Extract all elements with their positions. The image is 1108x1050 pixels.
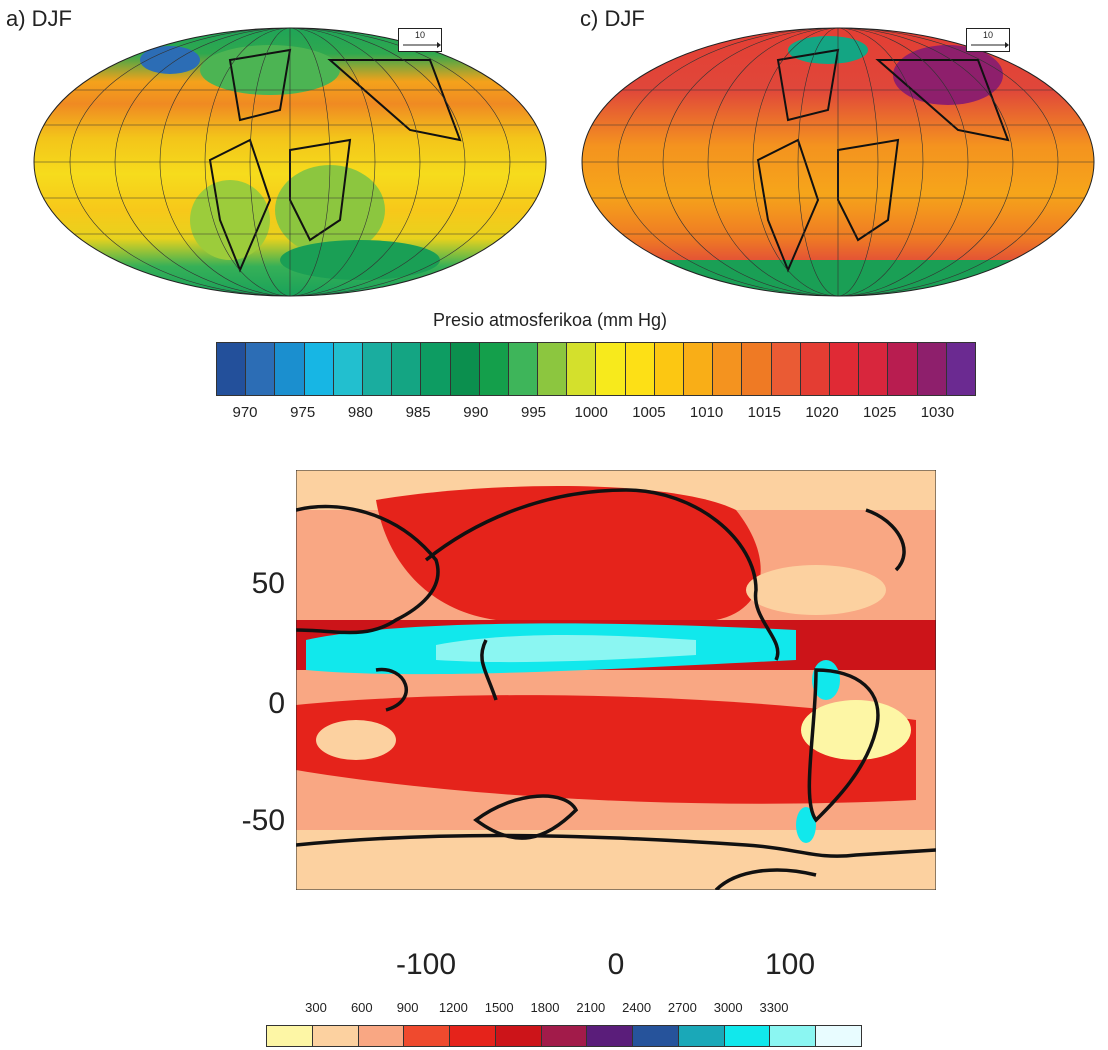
pressure-colorbar-swatch [275,343,305,395]
precip-colorbar-tick: 600 [350,1000,373,1015]
pressure-colorbar [216,342,976,396]
y-axis-tick: -50 [241,804,285,837]
precip-colorbar-swatch [724,1026,771,1046]
y-axis-tick: 0 [268,687,285,720]
pressure-colorbar-swatch [538,343,568,395]
precip-colorbar-swatch [312,1026,359,1046]
precip-colorbar-tick: 300 [305,1000,327,1015]
pressure-colorbar-tick: 970 [232,404,258,421]
panel-label-left: a) DJF [6,6,72,31]
pressure-colorbar-swatch [771,343,801,395]
panel-label-right: c) DJF [580,6,645,31]
pressure-colorbar-tick: 995 [520,404,547,421]
precip-colorbar [266,1025,862,1047]
pressure-map-right [581,27,1095,297]
pressure-colorbar-swatch [567,343,597,395]
pressure-colorbar-swatch [333,343,363,395]
pressure-colorbar-tick: 1015 [747,404,781,421]
vector-scale-right: 10 [966,28,1010,52]
colorbar-title: Presio atmosferikoa (mm Hg) [432,310,668,330]
pressure-colorbar-swatch [625,343,655,395]
pressure-colorbar-swatch [596,343,626,395]
pressure-colorbar-tick: 1020 [805,404,839,421]
precip-colorbar-tick: 2100 [576,1000,606,1015]
pressure-colorbar-swatch [362,343,393,395]
precip-colorbar-tick: 1500 [484,1000,514,1015]
y-axis-tick: 50 [251,567,285,600]
precip-colorbar-tick: 2700 [667,1000,697,1015]
precip-colorbar-swatch [587,1026,634,1046]
pressure-colorbar-swatch [450,343,480,395]
precip-colorbar-swatch [633,1026,679,1046]
pressure-colorbar-swatch [246,343,276,395]
precip-colorbar-swatch [816,1026,861,1046]
pressure-colorbar-swatch [946,343,975,395]
pressure-colorbar-swatch [684,343,714,395]
precip-colorbar-tick: 1200 [438,1000,468,1015]
pressure-colorbar-tick: 975 [290,404,316,421]
precip-colorbar-tick: 2400 [622,1000,652,1015]
precip-colorbar-swatch [267,1026,313,1046]
pressure-colorbar-swatch [217,343,247,395]
pressure-colorbar-swatch [479,343,509,395]
pressure-colorbar-tick: 980 [347,404,373,421]
pressure-colorbar-swatch [888,343,918,395]
pressure-colorbar-tick: 1010 [689,404,724,421]
pressure-colorbar-swatch [917,343,947,395]
precip-colorbar-swatch [404,1026,451,1046]
pressure-colorbar-tick: 990 [463,404,489,421]
pressure-colorbar-swatch [800,343,830,395]
precip-colorbar-tick: 900 [396,1000,419,1015]
pressure-map-left [33,27,547,297]
x-axis-tick: -100 [395,948,457,981]
precip-colorbar-tick: 1800 [530,1000,560,1015]
precipitation-map [296,470,936,890]
precip-colorbar-swatch [678,1026,725,1046]
x-axis-tick: 0 [607,948,625,981]
pressure-colorbar-tick: 1000 [574,404,608,421]
precip-colorbar-swatch [541,1026,588,1046]
pressure-colorbar-tick: 1025 [863,404,897,421]
pressure-colorbar-swatch [713,343,743,395]
pressure-colorbar-tick: 985 [405,404,431,421]
pressure-colorbar-swatch [421,343,451,395]
precip-colorbar-tick: 3300 [759,1000,789,1015]
precip-colorbar-swatch [358,1026,405,1046]
precip-colorbar-tick: 3000 [713,1000,743,1015]
precip-colorbar-swatch [450,1026,496,1046]
vector-scale-left: 10 [398,28,442,52]
pressure-colorbar-swatch [508,343,539,395]
x-axis-tick: 100 [764,948,816,981]
precip-colorbar-swatch [770,1026,817,1046]
pressure-colorbar-swatch [392,343,422,395]
pressure-colorbar-swatch [859,343,889,395]
pressure-colorbar-swatch [829,343,860,395]
pressure-colorbar-swatch [304,343,334,395]
pressure-colorbar-tick: 1030 [920,404,955,421]
pressure-colorbar-tick: 1005 [632,404,666,421]
precip-colorbar-swatch [495,1026,542,1046]
pressure-colorbar-swatch [742,343,772,395]
pressure-colorbar-swatch [654,343,684,395]
